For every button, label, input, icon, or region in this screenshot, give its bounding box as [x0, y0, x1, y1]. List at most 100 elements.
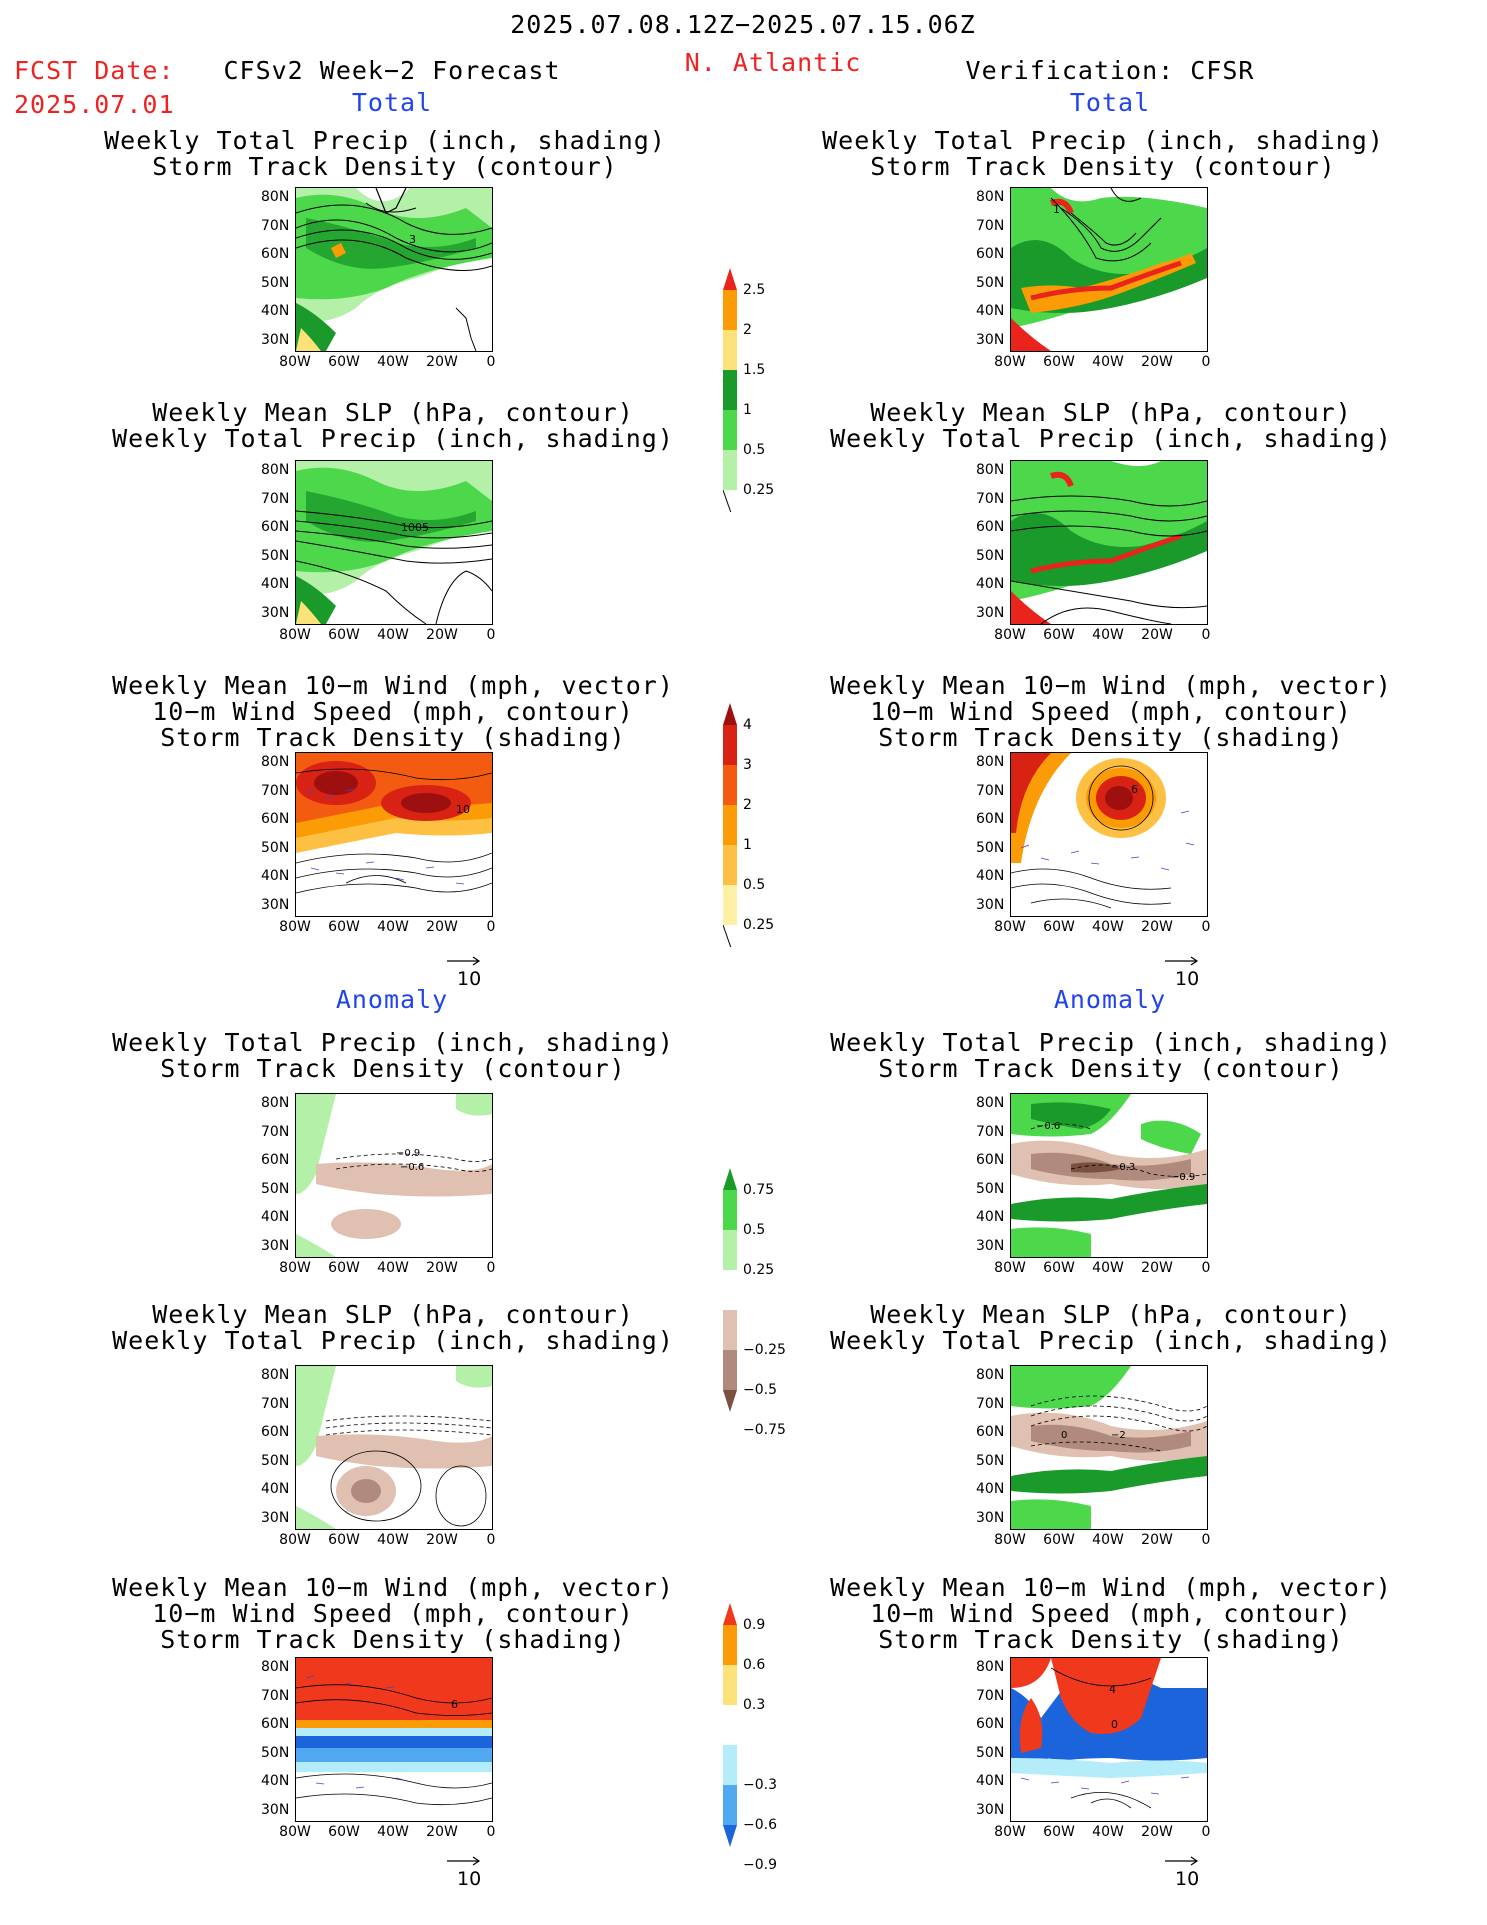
lat-tick-label: 50N [976, 274, 1005, 291]
map-ob-total-slp [1010, 460, 1208, 625]
panel-title-fc-total-precip: Weekly Total Precip (inch, shading) Stor… [104, 126, 666, 181]
colorbar-segment [723, 1785, 737, 1825]
lat-tick-label: 50N [976, 1452, 1005, 1469]
lat-tick-label: 50N [261, 274, 290, 291]
lat-tick-label: 40N [976, 868, 1005, 885]
lat-tick-label: 30N [976, 897, 1005, 913]
lon-tick-label: 0 [486, 1532, 496, 1548]
colorbar-label: −0.75 [743, 1422, 786, 1438]
colorbar-label: 0.25 [743, 917, 775, 933]
lon-tick-label: 20W [426, 1532, 458, 1548]
lat-tick-label: 80N [976, 189, 1005, 205]
lon-tick-label: 80W [994, 354, 1026, 370]
lat-tick-label: 60N [976, 811, 1005, 828]
panel-title-ob-total-wind: Weekly Mean 10−m Wind (mph, vector) 10−m… [830, 671, 1392, 752]
map-ob-total-wind: 6 [1010, 752, 1208, 917]
lat-tick-label: 30N [261, 332, 290, 348]
lat-tick-label: 60N [976, 1716, 1005, 1733]
lat-tick-label: 50N [976, 839, 1005, 856]
colorbar-segment [723, 450, 737, 490]
lon-tick-label: 0 [486, 1260, 496, 1276]
colorbar-label: 2.5 [743, 282, 766, 298]
contour-label-ob-slp-a: 0 [1061, 1430, 1067, 1441]
colorbar-tail [722, 924, 738, 966]
lat-tick-label: 70N [261, 1687, 290, 1704]
colorbar-top-triangle [723, 703, 737, 725]
colorbar-segment [723, 725, 737, 765]
anomaly-section-label-left: Anomaly [335, 985, 449, 1014]
panel-title-ob-total-slp: Weekly Mean SLP (hPa, contour) Weekly To… [830, 398, 1392, 453]
verification-title: Verification: CFSR [965, 56, 1255, 85]
lat-tick-label: 60N [261, 519, 290, 536]
colorbar-segment [723, 805, 737, 845]
lat-tick-label: 60N [261, 1152, 290, 1169]
lon-tick-label: 80W [994, 1824, 1026, 1840]
contour-label-fc-total-wind: 10 [456, 803, 470, 816]
lon-tick-label: 20W [1141, 1824, 1173, 1840]
panel-title-fc-total-slp: Weekly Mean SLP (hPa, contour) Weekly To… [112, 398, 674, 453]
lat-tick-label: 50N [976, 547, 1005, 564]
lon-tick-label: 80W [279, 1824, 311, 1840]
lat-tick-label: 30N [261, 897, 290, 913]
map-ob-anom-precip: −0.6 −0.3 −0.9 [1010, 1093, 1208, 1258]
vector-ref-fc-anom: 10 [445, 1855, 485, 1891]
lon-tick-label: 40W [1092, 354, 1124, 370]
lat-tick-label: 70N [976, 1395, 1005, 1412]
lat-tick-label: 80N [976, 1095, 1005, 1111]
lon-tick-label: 80W [279, 354, 311, 370]
map-fc-total-precip: 3 [295, 187, 493, 352]
lat-tick-label: 60N [976, 1424, 1005, 1441]
contour-label-ob-anom-wind-a: 4 [1109, 1683, 1116, 1696]
lon-tick-label: 40W [1092, 1260, 1124, 1276]
lat-tick-label: 70N [976, 1687, 1005, 1704]
lat-tick-label: 70N [261, 490, 290, 507]
panel-title-fc-anom-slp: Weekly Mean SLP (hPa, contour) Weekly To… [112, 1300, 674, 1355]
lon-tick-label: 80W [994, 919, 1026, 935]
colorbar-graphic [723, 1603, 737, 1847]
colorbar-segment [723, 885, 737, 925]
colorbar-segment [723, 845, 737, 885]
lon-tick-label: 40W [1092, 919, 1124, 935]
contour-label-ob-anom-b: −0.3 [1111, 1162, 1135, 1173]
lat-tick-label: 70N [976, 1123, 1005, 1140]
colorbar-label: −0.9 [743, 1857, 777, 1873]
colorbar-label: −0.6 [743, 1817, 777, 1833]
lat-tick-label: 30N [261, 1510, 290, 1526]
map-fc-total-wind: 10 [295, 752, 493, 917]
lon-tick-label: 60W [328, 1532, 360, 1548]
colorbar-segment [723, 765, 737, 805]
lat-tick-label: 80N [261, 754, 290, 770]
colorbar-label: 0.6 [743, 1657, 766, 1673]
lat-tick-label: 80N [261, 1659, 290, 1675]
lon-tick-label: 60W [328, 1824, 360, 1840]
colorbar-segment [723, 410, 737, 450]
contour-label-fc-anom-wind: 6 [451, 1698, 458, 1711]
vector-ref-fc-total: 10 [445, 955, 485, 991]
lat-tick-label: 30N [261, 1238, 290, 1254]
lat-tick-label: 50N [976, 1744, 1005, 1761]
colorbar-label: 0.75 [743, 1182, 775, 1198]
lon-tick-label: 60W [328, 627, 360, 643]
colorbar-label: 0.5 [743, 442, 766, 458]
lon-tick-label: 40W [1092, 1532, 1124, 1548]
lon-tick-label: 60W [1043, 1260, 1075, 1276]
lat-tick-label: 50N [261, 547, 290, 564]
colorbar-label: 2 [743, 797, 752, 813]
lat-tick-label: 60N [261, 1716, 290, 1733]
lat-tick-label: 60N [261, 246, 290, 263]
colorbar-label: 4 [743, 717, 752, 733]
lon-tick-label: 20W [1141, 1260, 1173, 1276]
colorbar-storm-anom: 0.9 0.6 0.3 −0.3 −0.6 −0.9 [723, 1603, 813, 1891]
panel-title-fc-total-wind: Weekly Mean 10−m Wind (mph, vector) 10−m… [112, 671, 674, 752]
colorbar-segment [723, 1310, 737, 1350]
lat-tick-label: 30N [976, 1238, 1005, 1254]
lat-tick-label: 80N [261, 462, 290, 478]
lat-tick-label: 60N [261, 811, 290, 828]
lat-tick-label: 70N [976, 490, 1005, 507]
lon-tick-label: 80W [994, 1260, 1026, 1276]
lat-tick-label: 40N [976, 1481, 1005, 1498]
map-fc-total-slp: 1005 [295, 460, 493, 625]
colorbar-top-triangle [723, 268, 737, 290]
lat-tick-label: 30N [261, 605, 290, 621]
fcst-date-value: 2025.07.01 [14, 90, 175, 119]
